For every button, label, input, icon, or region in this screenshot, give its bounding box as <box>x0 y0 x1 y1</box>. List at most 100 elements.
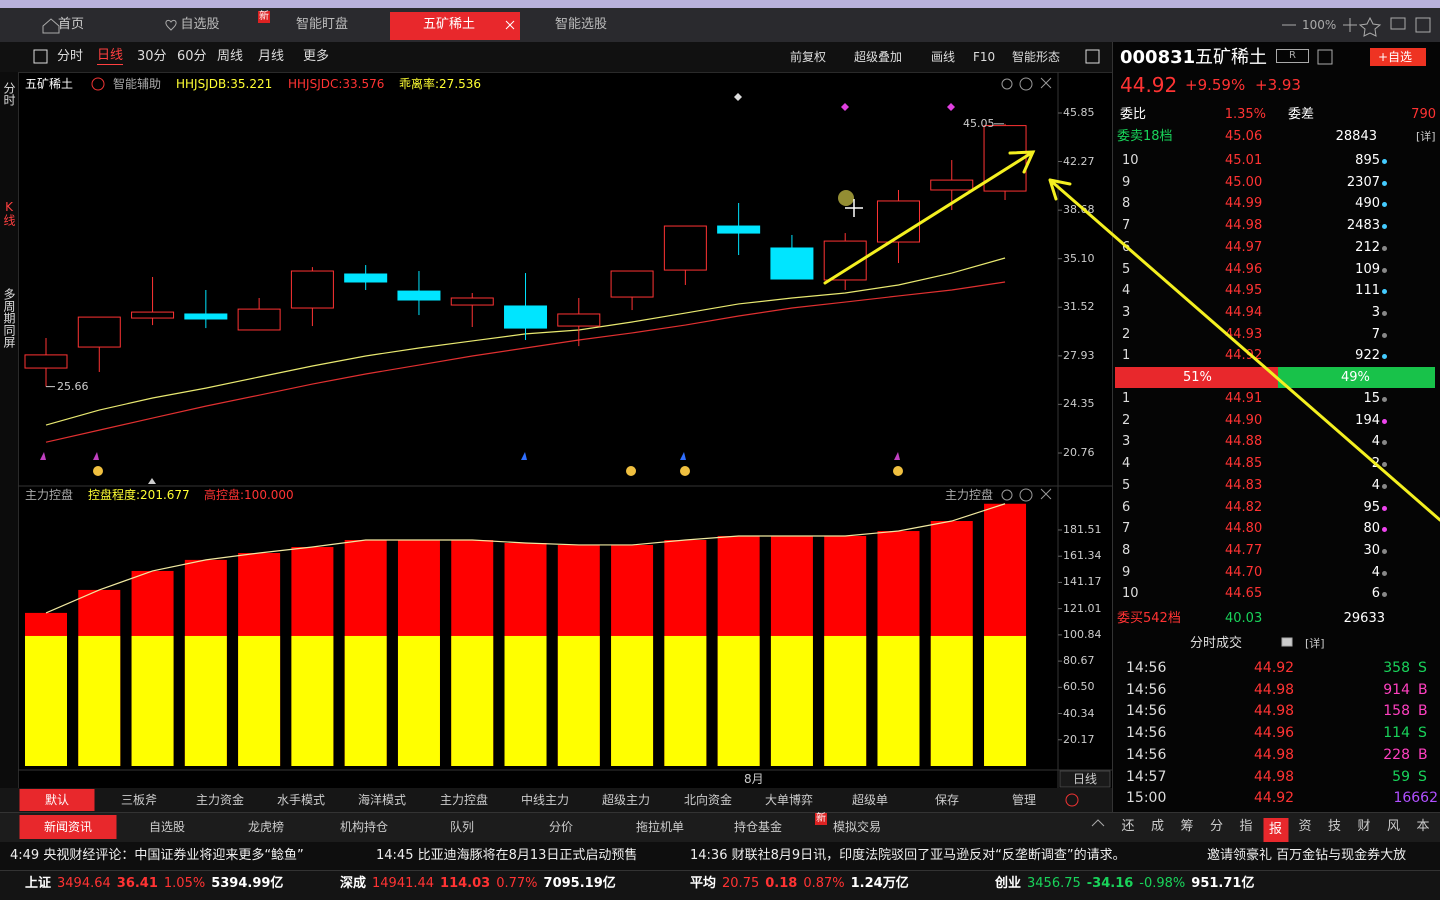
trades-title: 分时成交 <box>1190 636 1243 651</box>
tool-button[interactable]: 超级叠加 <box>854 50 903 64</box>
tab[interactable]: 自选股 <box>180 17 220 32</box>
period-tab[interactable]: 月线 <box>258 49 285 64</box>
index-quote[interactable]: 深成 14941.44 114.03 0.77% 7095.19亿 <box>340 875 616 893</box>
f10-tab[interactable]: 财 <box>1357 819 1371 834</box>
news-item[interactable]: 14:45 比亚迪海豚将在8月13日正式启动预售 <box>376 848 638 863</box>
info-tab[interactable]: 自选股 <box>148 820 186 834</box>
y-tick-label: 31.52 <box>1063 300 1095 314</box>
book-level: 5 <box>1122 261 1131 277</box>
strategy-tab[interactable]: 超级主力 <box>601 793 651 807</box>
period-tab[interactable]: 60分 <box>177 49 207 64</box>
info-tab[interactable]: 机构持仓 <box>339 820 389 834</box>
info-tab[interactable]: 龙虎榜 <box>247 820 285 834</box>
detail[interactable]: [详] <box>1416 130 1436 143</box>
book-price: 44.93 <box>1225 326 1263 342</box>
f10-tab[interactable]: 分 <box>1209 819 1224 834</box>
info-tab[interactable]: 模拟交易 <box>832 820 882 834</box>
volume-dot <box>1382 332 1387 338</box>
info-tab[interactable]: 持仓基金 <box>733 820 783 834</box>
info-tab[interactable]: 队列 <box>449 820 475 834</box>
candle-body <box>77 316 121 348</box>
trade-time: 14:56 <box>1126 746 1167 763</box>
trade-volume: 59 <box>1392 768 1410 785</box>
news-item[interactable]: 4:49 央视财经评论：中国证券业将迎来更多“鲶鱼” <box>10 848 304 863</box>
index-change: 0.18 <box>765 876 798 891</box>
index-value: 3456.75 <box>1027 876 1081 891</box>
f10-tab[interactable]: 指 <box>1239 819 1253 834</box>
tab[interactable]: 五矿稀土 <box>422 17 476 32</box>
strategy-tab[interactable]: 管理 <box>1011 793 1037 807</box>
strategy-tab[interactable]: 水手模式 <box>276 793 326 807</box>
book-volume: 4 <box>1371 564 1380 580</box>
tool-button[interactable]: 前复权 <box>790 50 827 64</box>
strategy-tab[interactable]: 保存 <box>934 793 960 807</box>
sell-total-price: 45.06 <box>1225 129 1263 144</box>
strategy-tab[interactable]: 三板斧 <box>120 793 158 807</box>
high-control-bar <box>238 635 281 766</box>
strategy-tab[interactable]: 主力控盘 <box>439 793 489 807</box>
strategy-tab[interactable]: 海洋模式 <box>357 793 407 807</box>
strategy-tab[interactable]: 大单博弈 <box>764 793 814 807</box>
kline-legend: 乖离率:27.536 <box>399 77 482 91</box>
active-tab[interactable] <box>390 12 520 40</box>
high-control-bar <box>291 635 334 766</box>
tab[interactable]: 智能选股 <box>554 17 608 32</box>
strategy-tab[interactable]: 中线主力 <box>520 793 570 807</box>
f10-tab[interactable]: 报 <box>1262 818 1289 842</box>
control-line <box>45 503 1006 614</box>
index-change: 36.41 <box>116 876 158 891</box>
f10-tab[interactable]: 本 <box>1416 819 1430 834</box>
period-tab[interactable]: 30分 <box>137 49 167 64</box>
f10-tab[interactable]: 筹 <box>1180 819 1194 834</box>
f10-tab[interactable]: 风 <box>1386 819 1401 834</box>
strategy-tab[interactable]: 超级单 <box>851 793 889 807</box>
book-level: 2 <box>1122 326 1131 342</box>
index-name: 创业 <box>995 876 1022 891</box>
index-quote[interactable]: 平均 20.75 0.18 0.87% 1.24万亿 <box>690 875 909 893</box>
strategy-tab[interactable]: 主力资金 <box>195 793 245 807</box>
f10-tab[interactable]: 还 <box>1121 819 1135 834</box>
info-tab[interactable]: 分价 <box>548 820 574 834</box>
book-volume: 490 <box>1355 196 1380 212</box>
candle-body <box>557 313 601 327</box>
strategy-tab[interactable]: 北向资金 <box>683 793 733 807</box>
tool-button[interactable]: F10 <box>973 50 996 64</box>
info-tab[interactable]: 新闻资讯 <box>19 815 117 839</box>
side-strip <box>0 72 19 788</box>
volume-dot <box>1382 505 1387 511</box>
period-tab[interactable]: 日线 <box>97 48 124 65</box>
book-volume: 895 <box>1355 153 1380 168</box>
news-item[interactable]: 14:36 财联社8月9日讯，印度法院驳回了亚马逊反对“反垄断调查”的请求。 <box>690 848 1126 863</box>
new-badge: 新 <box>258 11 270 23</box>
info-tab[interactable]: 拖拉机单 <box>635 820 685 834</box>
period-tab[interactable]: 周线 <box>217 49 244 64</box>
index-quote[interactable]: 上证 3494.64 36.41 1.05% 5394.99亿 <box>25 875 283 893</box>
add-watchlist[interactable]: +自选 <box>1370 48 1427 66</box>
book-price: 44.95 <box>1225 283 1263 299</box>
f10-tab[interactable]: 成 <box>1150 819 1165 834</box>
price: 44.92 <box>1120 73 1178 97</box>
marker <box>894 452 900 460</box>
control-legend: 主力控盘 <box>25 488 74 502</box>
news-item[interactable]: 邀请领豪礼 百万金钻与现金券大放 <box>1207 848 1407 863</box>
strategy-tab[interactable]: 默认 <box>19 789 95 811</box>
stock-code: 000831 <box>1120 47 1196 68</box>
volume-dot <box>1382 483 1387 489</box>
tool-button[interactable]: 画线 <box>931 50 956 64</box>
f10-tab[interactable]: 资 <box>1298 819 1312 834</box>
period-tab[interactable]: 更多 <box>303 49 330 64</box>
period-tab[interactable]: 分时 <box>57 49 84 64</box>
side-label[interactable]: K线 <box>2 200 16 226</box>
f10-tab[interactable]: 技 <box>1327 819 1342 834</box>
book-level: 3 <box>1122 434 1131 450</box>
book-ratio: 1.35% <box>1224 107 1266 122</box>
tab-home[interactable]: 首页 <box>58 17 85 32</box>
tool-button[interactable]: 智能形态 <box>1012 50 1061 64</box>
index-amount: 7095.19亿 <box>543 876 616 891</box>
side-label[interactable]: 多周期同屏 <box>2 288 16 348</box>
y-tick-label: 20.17 <box>1063 732 1095 746</box>
side-label[interactable]: 分时 <box>2 82 16 106</box>
index-quote[interactable]: 创业 3456.75 -34.16 -0.98% 951.71亿 <box>995 875 1254 893</box>
tab[interactable]: 智能盯盘 <box>295 17 349 32</box>
detail[interactable]: [详] <box>1305 637 1325 650</box>
